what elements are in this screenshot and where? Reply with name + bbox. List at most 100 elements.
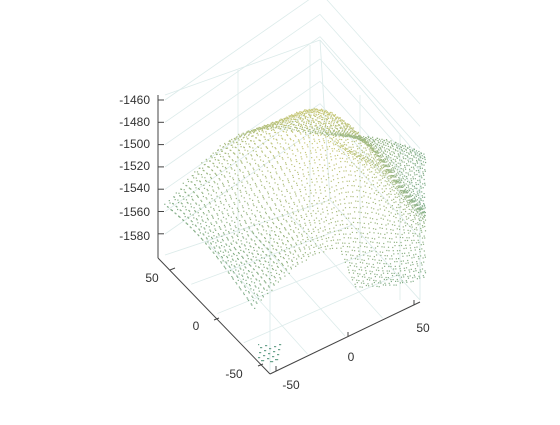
data-point <box>338 233 340 235</box>
data-point <box>198 228 200 230</box>
data-point <box>362 158 364 160</box>
data-point <box>380 159 382 161</box>
data-point <box>335 163 337 165</box>
data-point <box>350 202 352 204</box>
data-point <box>210 242 212 244</box>
data-point <box>414 233 416 235</box>
data-point <box>274 157 276 159</box>
data-point <box>236 141 238 143</box>
data-point <box>247 153 249 155</box>
data-point <box>342 223 344 226</box>
data-point <box>359 155 361 157</box>
data-point <box>313 246 315 248</box>
grid-line <box>319 125 421 239</box>
data-point <box>400 168 402 170</box>
data-point <box>225 250 227 252</box>
data-point <box>254 129 256 131</box>
data-point <box>292 153 294 155</box>
data-point <box>311 120 313 122</box>
data-point <box>304 164 306 166</box>
data-point <box>342 187 344 189</box>
data-point <box>228 232 230 234</box>
data-point <box>344 133 346 135</box>
data-point <box>194 231 196 233</box>
axes: -1460 -1480 -1500 -1520 -1540 -1560 -158… <box>119 93 430 392</box>
data-point <box>403 189 405 192</box>
data-point <box>408 202 410 204</box>
data-point <box>411 199 413 201</box>
data-point <box>276 242 278 244</box>
data-point <box>349 126 351 128</box>
data-point <box>422 211 424 213</box>
data-point <box>370 148 372 150</box>
data-point <box>345 125 347 127</box>
data-point <box>231 138 233 141</box>
data-point <box>251 295 253 297</box>
data-point <box>360 154 362 156</box>
data-point <box>214 201 216 203</box>
data-point <box>233 182 235 184</box>
data-point <box>339 117 341 119</box>
data-point <box>240 225 242 227</box>
data-point <box>233 137 235 140</box>
data-point <box>256 174 258 176</box>
data-point <box>349 206 351 209</box>
data-point <box>217 240 219 242</box>
data-point <box>215 221 217 223</box>
data-point <box>230 270 232 272</box>
data-point <box>346 126 348 128</box>
data-point <box>298 199 300 201</box>
data-point <box>412 204 414 206</box>
data-point <box>232 211 234 213</box>
data-point <box>307 109 309 111</box>
data-point <box>203 187 206 189</box>
data-point <box>263 257 265 259</box>
data-point <box>409 157 411 159</box>
data-point <box>325 124 327 126</box>
data-point <box>300 241 302 243</box>
data-point <box>270 128 272 130</box>
data-point <box>407 190 409 192</box>
data-point <box>284 128 286 130</box>
data-point <box>247 276 249 278</box>
data-point <box>385 284 387 286</box>
data-point <box>360 207 362 209</box>
data-point <box>365 139 367 141</box>
data-point <box>364 246 366 248</box>
data-point <box>380 150 383 152</box>
data-point <box>417 239 419 241</box>
data-point <box>336 142 338 144</box>
data-point <box>253 289 255 291</box>
data-point <box>286 129 288 131</box>
data-point <box>368 155 370 157</box>
data-point <box>334 133 336 135</box>
data-point <box>329 153 331 155</box>
data-point <box>257 146 260 148</box>
data-point <box>389 163 391 165</box>
data-point <box>290 115 292 117</box>
data-point <box>337 239 339 241</box>
z-tick-label: -1580 <box>119 229 150 243</box>
data-point <box>268 264 270 266</box>
data-point <box>323 113 325 115</box>
data-point <box>388 156 390 158</box>
data-point <box>235 281 237 284</box>
data-point <box>283 185 285 187</box>
data-point <box>378 159 380 161</box>
data-point <box>352 153 354 155</box>
data-point <box>376 274 378 276</box>
data-point <box>312 147 314 149</box>
data-point <box>335 143 337 146</box>
data-point <box>307 171 309 173</box>
data-point <box>303 231 305 233</box>
data-point <box>357 155 359 157</box>
data-point <box>349 132 351 134</box>
data-point <box>350 127 352 129</box>
data-point <box>275 280 277 282</box>
data-point <box>419 167 421 169</box>
data-point <box>271 252 273 254</box>
data-point <box>283 218 285 220</box>
data-point <box>326 184 328 186</box>
data-point <box>208 166 210 168</box>
data-point <box>266 147 269 149</box>
